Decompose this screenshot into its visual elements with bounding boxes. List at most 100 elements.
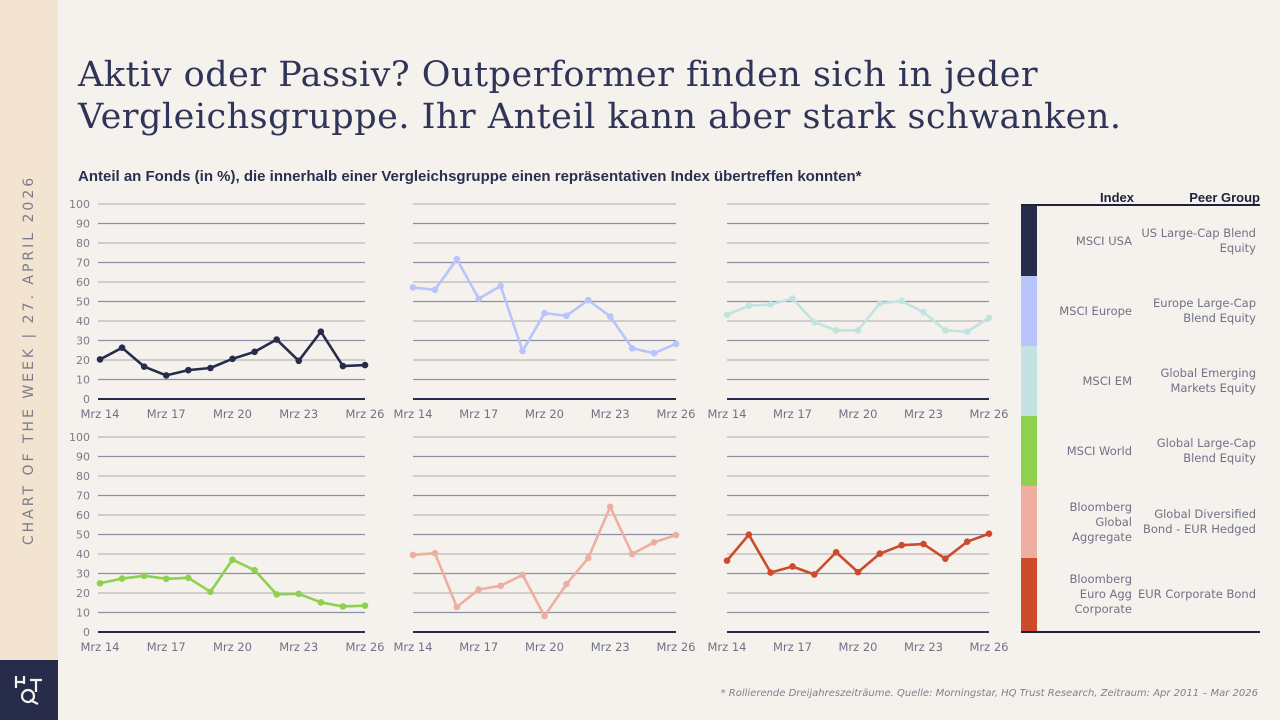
data-point [185, 366, 192, 374]
x-tick-label: Mrz 17 [773, 640, 812, 654]
legend-color-swatch [1021, 346, 1037, 416]
series-line [412, 505, 677, 618]
data-point [985, 314, 993, 322]
data-point [229, 556, 236, 563]
x-tick-label: Mrz 23 [904, 640, 943, 654]
x-tick-label: Mrz 20 [213, 640, 252, 654]
y-tick-label: 80 [76, 470, 90, 483]
data-point [317, 328, 325, 336]
series-line [412, 257, 677, 355]
data-point [789, 295, 796, 302]
data-point [811, 571, 818, 578]
x-tick-label: Mrz 20 [839, 640, 878, 654]
legend-index-label: MSCI World [1066, 443, 1132, 458]
data-point [185, 574, 192, 582]
data-point [942, 327, 949, 334]
x-tick-label: Mrz 26 [970, 640, 1009, 654]
x-tick-label: Mrz 17 [459, 407, 498, 421]
data-point [295, 590, 303, 598]
x-tick-label: Mrz 23 [279, 640, 318, 654]
data-point [140, 363, 148, 370]
data-point [767, 569, 774, 576]
x-tick-label: Mrz 23 [279, 407, 318, 421]
x-tick-label: Mrz 23 [591, 407, 630, 421]
y-tick-label: 60 [76, 509, 90, 522]
y-tick-label: 50 [76, 296, 90, 309]
data-point [475, 295, 483, 303]
legend-index-label: Bloomberg Euro Agg Corporate [1069, 572, 1132, 616]
y-tick-label: 10 [76, 374, 90, 387]
x-tick-label: Mrz 20 [839, 407, 878, 421]
data-point [672, 531, 680, 539]
x-tick-label: Mrz 17 [147, 640, 186, 654]
y-tick-label: 30 [76, 568, 90, 581]
data-point [251, 348, 258, 356]
data-point [361, 602, 369, 609]
data-point [854, 327, 862, 334]
y-tick-label: 70 [76, 257, 90, 270]
data-point [606, 313, 614, 320]
y-tick-label: 0 [83, 626, 90, 639]
data-point [118, 344, 126, 352]
y-tick-label: 30 [76, 335, 90, 348]
legend-peer-header: Peer Group [1189, 190, 1260, 205]
legend-index-label: MSCI USA [1075, 233, 1132, 248]
data-point [650, 539, 658, 546]
x-tick-label: Mrz 17 [459, 640, 498, 654]
data-point [207, 364, 214, 372]
data-point [339, 362, 347, 370]
y-tick-label: 90 [76, 218, 90, 231]
data-point [606, 503, 614, 511]
legend-peer-label: Global Emerging Markets Equity [1160, 366, 1257, 395]
data-point [118, 575, 126, 582]
hqt-logo-icon [14, 676, 42, 705]
legend-color-swatch [1021, 558, 1037, 631]
data-point [745, 531, 753, 538]
x-tick-label: Mrz 14 [708, 407, 747, 421]
sidebar: CHART OF THE WEEK | 27. APRIL 2026 [0, 0, 58, 660]
data-point [811, 318, 818, 326]
data-point [650, 349, 658, 357]
data-point [898, 541, 905, 549]
y-tick-label: 90 [76, 451, 90, 464]
data-point [585, 296, 592, 304]
data-point [898, 297, 905, 305]
data-point [920, 308, 927, 316]
data-point [295, 357, 303, 365]
x-tick-label: Mrz 26 [970, 407, 1009, 421]
x-tick-label: Mrz 26 [346, 640, 385, 654]
legend-index-label: MSCI EM [1082, 373, 1133, 388]
data-point [453, 255, 461, 263]
data-point [519, 347, 526, 355]
footnote: * Rollierende Dreijahreszeiträume. Quell… [720, 688, 1258, 699]
x-tick-label: Mrz 23 [904, 407, 943, 421]
data-point [585, 554, 592, 562]
data-point [251, 566, 258, 574]
legend-color-swatch [1021, 486, 1037, 558]
data-point [475, 586, 483, 593]
legend-bottom-rule [1021, 631, 1260, 633]
x-tick-label: Mrz 14 [81, 640, 120, 654]
legend-peer-label: EUR Corporate Bond [1138, 587, 1256, 601]
data-point [96, 356, 104, 363]
x-tick-label: Mrz 20 [525, 407, 564, 421]
data-point [723, 557, 731, 564]
x-tick-label: Mrz 26 [657, 640, 696, 654]
data-point [453, 603, 461, 611]
x-tick-label: Mrz 26 [346, 407, 385, 421]
x-tick-label: Mrz 17 [773, 407, 812, 421]
series-line [99, 330, 366, 377]
data-point [409, 551, 417, 559]
hqt-logo [0, 660, 58, 720]
series-line [99, 558, 366, 608]
data-point [876, 300, 884, 307]
data-point [876, 550, 884, 557]
x-tick-label: Mrz 20 [213, 407, 252, 421]
x-tick-label: Mrz 26 [657, 407, 696, 421]
data-point [409, 284, 417, 291]
data-point [497, 282, 504, 290]
data-point [140, 572, 148, 580]
data-point [672, 340, 680, 348]
data-point [832, 548, 840, 556]
